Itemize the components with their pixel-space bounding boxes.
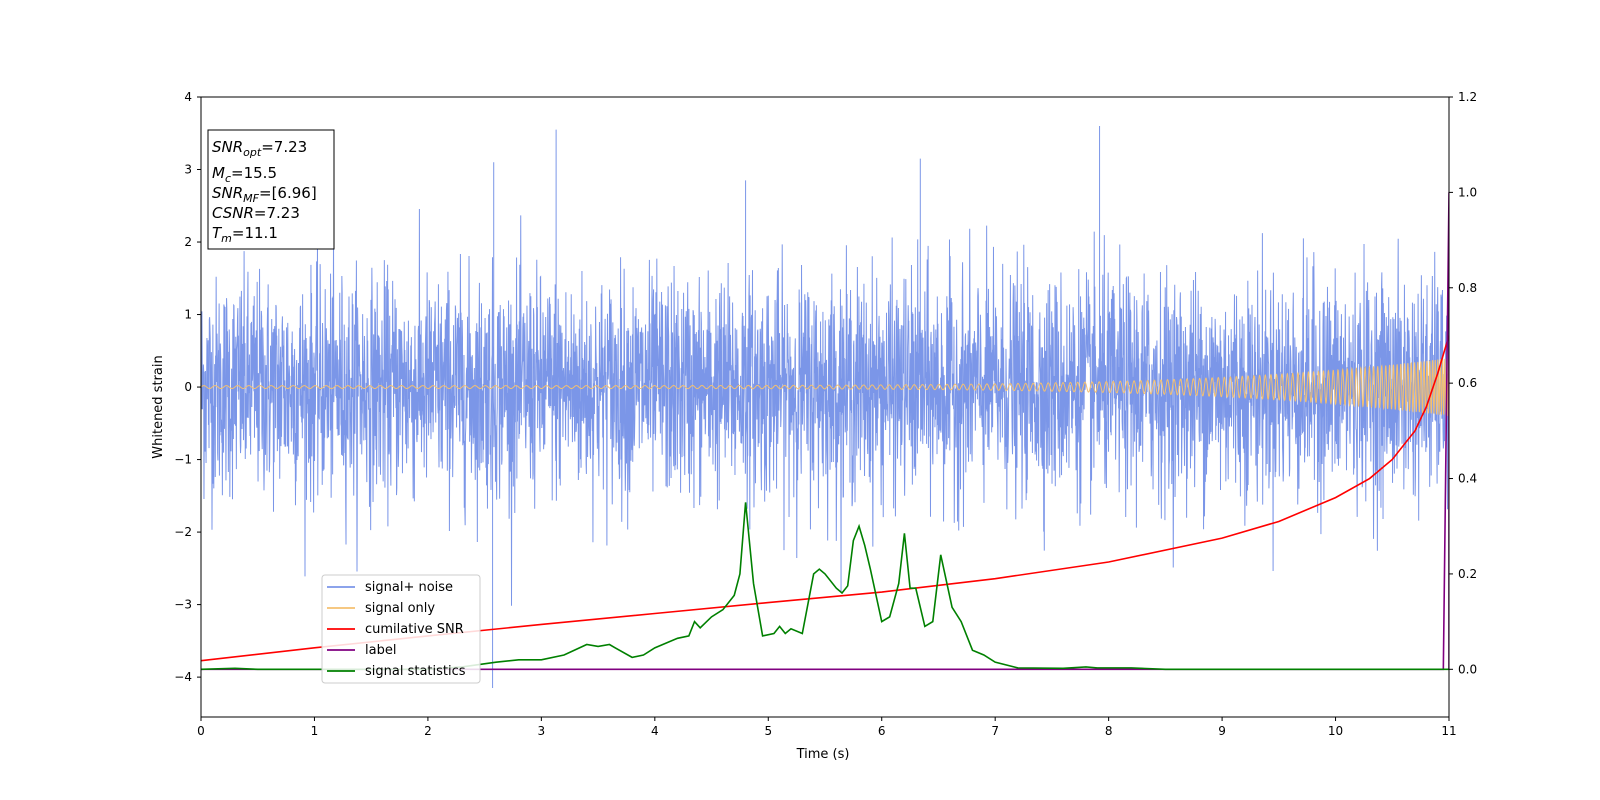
y-axis-label-left: Whitened strain	[151, 355, 166, 458]
y-left-tick-label: 1	[184, 308, 192, 322]
axis-ticks: 0 1 2 3 4 5 6 7 8 9 10 1143210−1−2−3−41.21.00.80.60…	[174, 90, 1477, 738]
legend-entry-label: signal statistics	[365, 664, 466, 679]
y-left-tick-label: 2	[184, 235, 192, 249]
x-tick-label: 6	[878, 724, 886, 738]
mc-text: Mc=15.5	[212, 164, 277, 185]
plot-area	[201, 126, 1449, 688]
series-label	[201, 192, 1449, 671]
x-axis-label: Time (s)	[796, 747, 850, 762]
x-tick-label: 10	[1328, 724, 1343, 738]
snr-opt-text: SNRopt=7.23	[212, 138, 307, 159]
csnr-text: CSNR=7.23	[212, 204, 300, 222]
y-left-tick-label: −3	[174, 598, 192, 612]
legend-entry-label: signal only	[365, 601, 435, 616]
x-tick-label: 9	[1218, 724, 1226, 738]
stats-annotation-box: SNRopt=7.23 Mc=15.5 SNRMF=[6.96] CSNR=7.…	[207, 129, 335, 250]
y-right-tick-label: 0.6	[1458, 376, 1477, 390]
x-tick-label: 3	[538, 724, 546, 738]
y-right-tick-label: 1.0	[1458, 185, 1477, 199]
x-tick-label: 5	[764, 724, 772, 738]
y-left-tick-label: −2	[174, 525, 192, 539]
x-tick-label: 1	[311, 724, 319, 738]
y-left-tick-label: −1	[174, 453, 192, 467]
x-tick-label: 4	[651, 724, 659, 738]
axes-frame	[200, 96, 1450, 718]
y-right-tick-label: 0.2	[1458, 567, 1477, 581]
y-right-tick-label: 1.2	[1458, 90, 1477, 104]
series-cumulative-snr	[201, 335, 1449, 662]
x-tick-label: 2	[424, 724, 432, 738]
y-left-tick-label: 0	[184, 380, 192, 394]
legend-entry-label: cumilative SNR	[365, 622, 464, 637]
y-right-tick-label: 0.4	[1458, 472, 1477, 486]
series-signal-only	[201, 358, 1449, 416]
snr-mf-text: SNRMF=[6.96]	[212, 184, 317, 205]
x-tick-label: 0	[197, 724, 205, 738]
series-signal-noise	[201, 126, 1449, 688]
y-left-tick-label: 4	[184, 90, 192, 104]
legend-entry-label: label	[365, 643, 396, 658]
legend-box	[321, 574, 481, 684]
y-right-tick-label: 0.0	[1458, 662, 1477, 676]
y-right-tick-label: 0.8	[1458, 281, 1477, 295]
x-tick-label: 8	[1105, 724, 1113, 738]
series-signal-statistics	[201, 502, 1449, 671]
x-tick-label: 7	[991, 724, 999, 738]
x-tick-label: 11	[1441, 724, 1456, 738]
legend-entry-label: signal+ noise	[365, 580, 453, 595]
legend: signal+ noise signal only cumilative SNR la…	[321, 574, 481, 684]
y-left-tick-label: −4	[174, 670, 192, 684]
y-left-tick-label: 3	[184, 163, 192, 177]
tm-text: Tm=11.1	[212, 224, 278, 245]
